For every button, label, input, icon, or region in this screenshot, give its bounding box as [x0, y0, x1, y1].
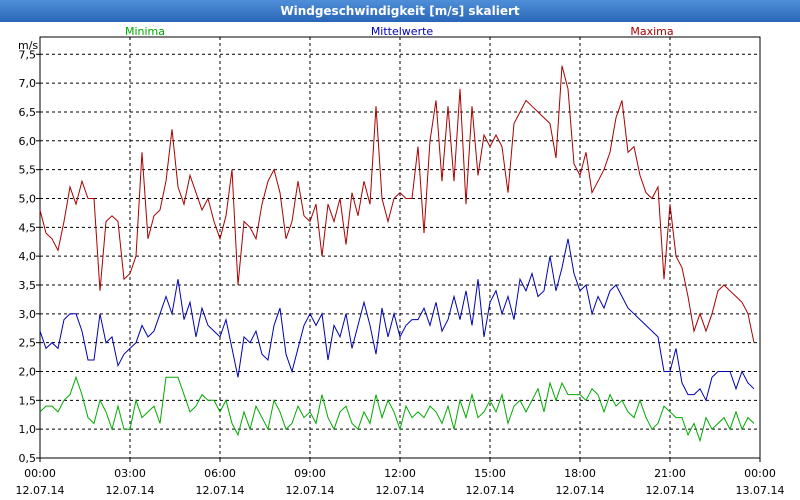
x-tick-date-label: 12.07.14 — [196, 484, 245, 497]
legend-minima: Minima — [125, 25, 165, 38]
x-tick-time-label: 00:00 — [24, 467, 56, 480]
x-tick-time-label: 06:00 — [204, 467, 236, 480]
y-tick-label: 1,5 — [19, 394, 37, 407]
y-tick-label: 3,0 — [19, 308, 37, 321]
x-tick-date-label: 12.07.14 — [286, 484, 335, 497]
x-tick-date-label: 12.07.14 — [556, 484, 605, 497]
legend-maxima: Maxima — [630, 25, 673, 38]
y-tick-label: 5,5 — [19, 164, 37, 177]
legend-mittelwerte: Mittelwerte — [371, 25, 434, 38]
grid-layer — [39, 36, 761, 459]
x-tick-time-label: 09:00 — [294, 467, 326, 480]
wind-speed-chart: 0,5 1,0 1,5 2,0 2,5 3,0 3,5 4,0 4,5 5,0 5,5 6,0 6,5 7… — [16, 25, 785, 497]
x-tick-time-label: 18:00 — [564, 467, 596, 480]
y-tick-label: 4,0 — [19, 250, 37, 263]
y-tick-label: 7,0 — [19, 77, 37, 90]
series-line-minima — [39, 375, 755, 443]
x-tick-time-label: 15:00 — [474, 467, 506, 480]
x-tick-date-label: 12.07.14 — [106, 484, 155, 497]
x-tick-date-label: 12.07.14 — [466, 484, 515, 497]
y-axis-label: m/s — [18, 39, 38, 52]
y-tick-label: 4,5 — [19, 221, 37, 234]
x-tick-time-label: 00:00 — [744, 467, 776, 480]
x-tick-date-label: 12.07.14 — [646, 484, 695, 497]
y-tick-label: 5,0 — [19, 192, 37, 205]
y-tick-label: 7,5 — [19, 48, 37, 61]
x-tick-date-label: 13.07.14 — [736, 484, 785, 497]
axis-layer: 0,5 1,0 1,5 2,0 2,5 3,0 3,5 4,0 4,5 5,0 5,5 6,0 6,5 7… — [16, 25, 785, 497]
series-line-maxima — [39, 65, 755, 343]
y-tick-label: 2,5 — [19, 337, 37, 350]
series-layer — [39, 65, 755, 443]
y-tick-label: 3,5 — [19, 279, 37, 292]
y-tick-label: 0,5 — [19, 452, 37, 465]
window-title: Windgeschwindigkeit [m/s] skaliert — [0, 0, 800, 22]
x-tick-date-label: 12.07.14 — [16, 484, 65, 497]
x-tick-time-label: 21:00 — [654, 467, 686, 480]
y-tick-label: 2,0 — [19, 365, 37, 378]
y-tick-label: 6,5 — [19, 106, 37, 119]
x-tick-time-label: 03:00 — [114, 467, 146, 480]
x-tick-time-label: 12:00 — [384, 467, 416, 480]
y-tick-label: 6,0 — [19, 135, 37, 148]
x-tick-date-label: 12.07.14 — [376, 484, 425, 497]
series-line-mittelwerte — [39, 238, 755, 402]
y-tick-label: 1,0 — [19, 423, 37, 436]
